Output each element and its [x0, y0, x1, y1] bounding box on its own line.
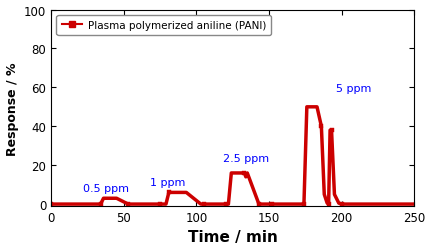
Y-axis label: Response / %: Response / % [6, 62, 18, 155]
Text: 2.5 ppm: 2.5 ppm [222, 154, 268, 164]
Text: 5 ppm: 5 ppm [335, 84, 370, 94]
Text: 1 ppm: 1 ppm [150, 177, 185, 187]
Legend: Plasma polymerized aniline (PANI): Plasma polymerized aniline (PANI) [56, 16, 270, 36]
Text: 0.5 ppm: 0.5 ppm [83, 184, 129, 194]
X-axis label: Time / min: Time / min [187, 230, 277, 244]
